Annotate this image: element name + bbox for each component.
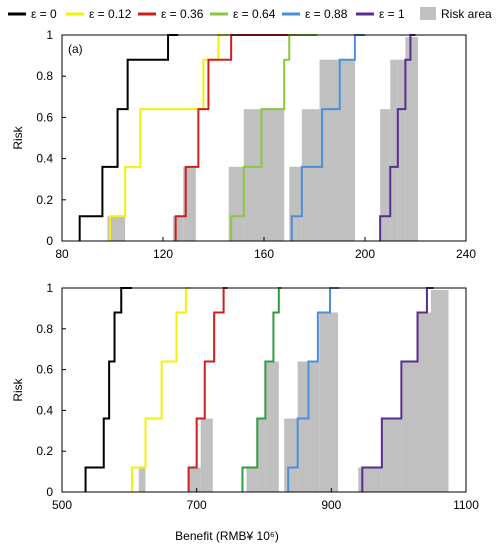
legend-label-0: ε = 0 xyxy=(31,7,57,21)
risk-area-bar-2-0 xyxy=(246,467,258,492)
x-tick-label-2: 900 xyxy=(321,498,341,512)
risk-area-bar-1-1 xyxy=(200,418,213,492)
risk-area-bar-3-0 xyxy=(284,418,298,492)
y-tick-label-3: 0.6 xyxy=(36,363,53,377)
plot-frame xyxy=(61,287,467,493)
x-tick-label-4: 240 xyxy=(456,247,476,261)
risk-area-bar-4-0 xyxy=(358,467,382,492)
step-line-5 xyxy=(379,34,416,241)
risk-area-bar-3-3 xyxy=(319,312,339,492)
legend-label-6: Risk area xyxy=(441,7,492,21)
step-line-1 xyxy=(131,287,190,492)
risk-area-bar-3-1 xyxy=(297,361,309,492)
risk-area-bar-1-0 xyxy=(173,216,184,241)
y-tick-label-5: 1 xyxy=(46,28,53,42)
step-line-5 xyxy=(361,287,434,492)
x-tick-label-1: 120 xyxy=(153,247,173,261)
y-tick-label-4: 0.8 xyxy=(36,69,53,83)
x-tick-label-0: 500 xyxy=(52,498,72,512)
x-tick-label-1: 700 xyxy=(187,498,207,512)
y-axis-label: Risk xyxy=(11,377,25,401)
x-axis-label: Benefit (RMB¥ 10⁶) xyxy=(175,529,279,543)
risk-area-bar-0-0 xyxy=(138,467,146,492)
chart-panel-bottom: 500 700 900 1100 0 0.2 0.4 0.6 0.8 1 Risk Benefit (… xyxy=(11,281,479,543)
step-line-3 xyxy=(241,287,282,492)
y-tick-label-1: 0.2 xyxy=(36,193,53,207)
legend: ε = 0 ε = 0.12 ε = 0.36 ε = 0.64 ε = 0.88 ε =… xyxy=(8,7,492,21)
step-line-4 xyxy=(290,34,365,241)
y-tick-label-2: 0.4 xyxy=(36,403,53,417)
step-line-4 xyxy=(287,287,340,492)
risk-area-bar-2-1 xyxy=(257,418,266,492)
y-tick-label-0: 0 xyxy=(46,485,53,499)
y-tick-label-5: 1 xyxy=(46,281,53,295)
risk-area-bar-4-2 xyxy=(401,361,418,492)
chart-panel-top: 80 120 160 200 240 0 0.2 0.4 0.6 0.8 1 Risk (a) xyxy=(11,28,476,261)
y-tick-label-2: 0.4 xyxy=(36,152,53,166)
risk-area-bar-1-0 xyxy=(188,467,201,492)
y-axis-label: Risk xyxy=(11,125,25,149)
step-line-2 xyxy=(187,287,228,492)
x-tick-label-2: 160 xyxy=(254,247,274,261)
y-tick-label-4: 0.8 xyxy=(36,322,53,336)
risk-area-bar-2-2 xyxy=(261,109,285,241)
x-tick-label-3: 200 xyxy=(355,247,375,261)
risk-area-bar-4-2 xyxy=(397,59,406,241)
risk-area-bar-3-1 xyxy=(301,109,320,241)
x-tick-label-0: 80 xyxy=(55,247,69,261)
risk-area-bar-3-2 xyxy=(319,59,355,241)
y-tick-label-0: 0 xyxy=(46,234,53,248)
panel-label: (a) xyxy=(68,42,83,56)
risk-area-bar-4-4 xyxy=(430,290,449,492)
step-line-2 xyxy=(174,34,290,241)
legend-label-4: ε = 0.88 xyxy=(305,7,348,21)
legend-label-2: ε = 0.36 xyxy=(161,7,204,21)
legend-label-3: ε = 0.64 xyxy=(233,7,276,21)
risk-area-bar-4-3 xyxy=(405,37,419,242)
y-tick-label-1: 0.2 xyxy=(36,444,53,458)
risk-area-bar-2-2 xyxy=(265,361,279,492)
legend-label-5: ε = 1 xyxy=(379,7,405,21)
risk-area-bar-2-1 xyxy=(243,109,262,241)
legend-swatch-risk-area xyxy=(420,7,436,20)
risk-area-bar-3-2 xyxy=(308,361,320,492)
risk-area-bar-4-0 xyxy=(380,109,391,241)
x-tick-label-3: 1100 xyxy=(453,498,479,512)
legend-label-1: ε = 0.12 xyxy=(89,7,132,21)
risk-area-bar-4-1 xyxy=(390,59,398,241)
risk-area-bar-4-1 xyxy=(381,418,402,492)
step-line-3 xyxy=(230,34,318,241)
step-line-1 xyxy=(108,34,229,241)
step-line-0 xyxy=(84,287,133,492)
risk-area-bar-2-0 xyxy=(228,166,244,241)
risk-area-bar-4-3 xyxy=(417,312,431,492)
step-line-0 xyxy=(78,34,179,241)
y-tick-label-3: 0.6 xyxy=(36,110,53,124)
risk-area-bar-0-0 xyxy=(107,216,126,241)
